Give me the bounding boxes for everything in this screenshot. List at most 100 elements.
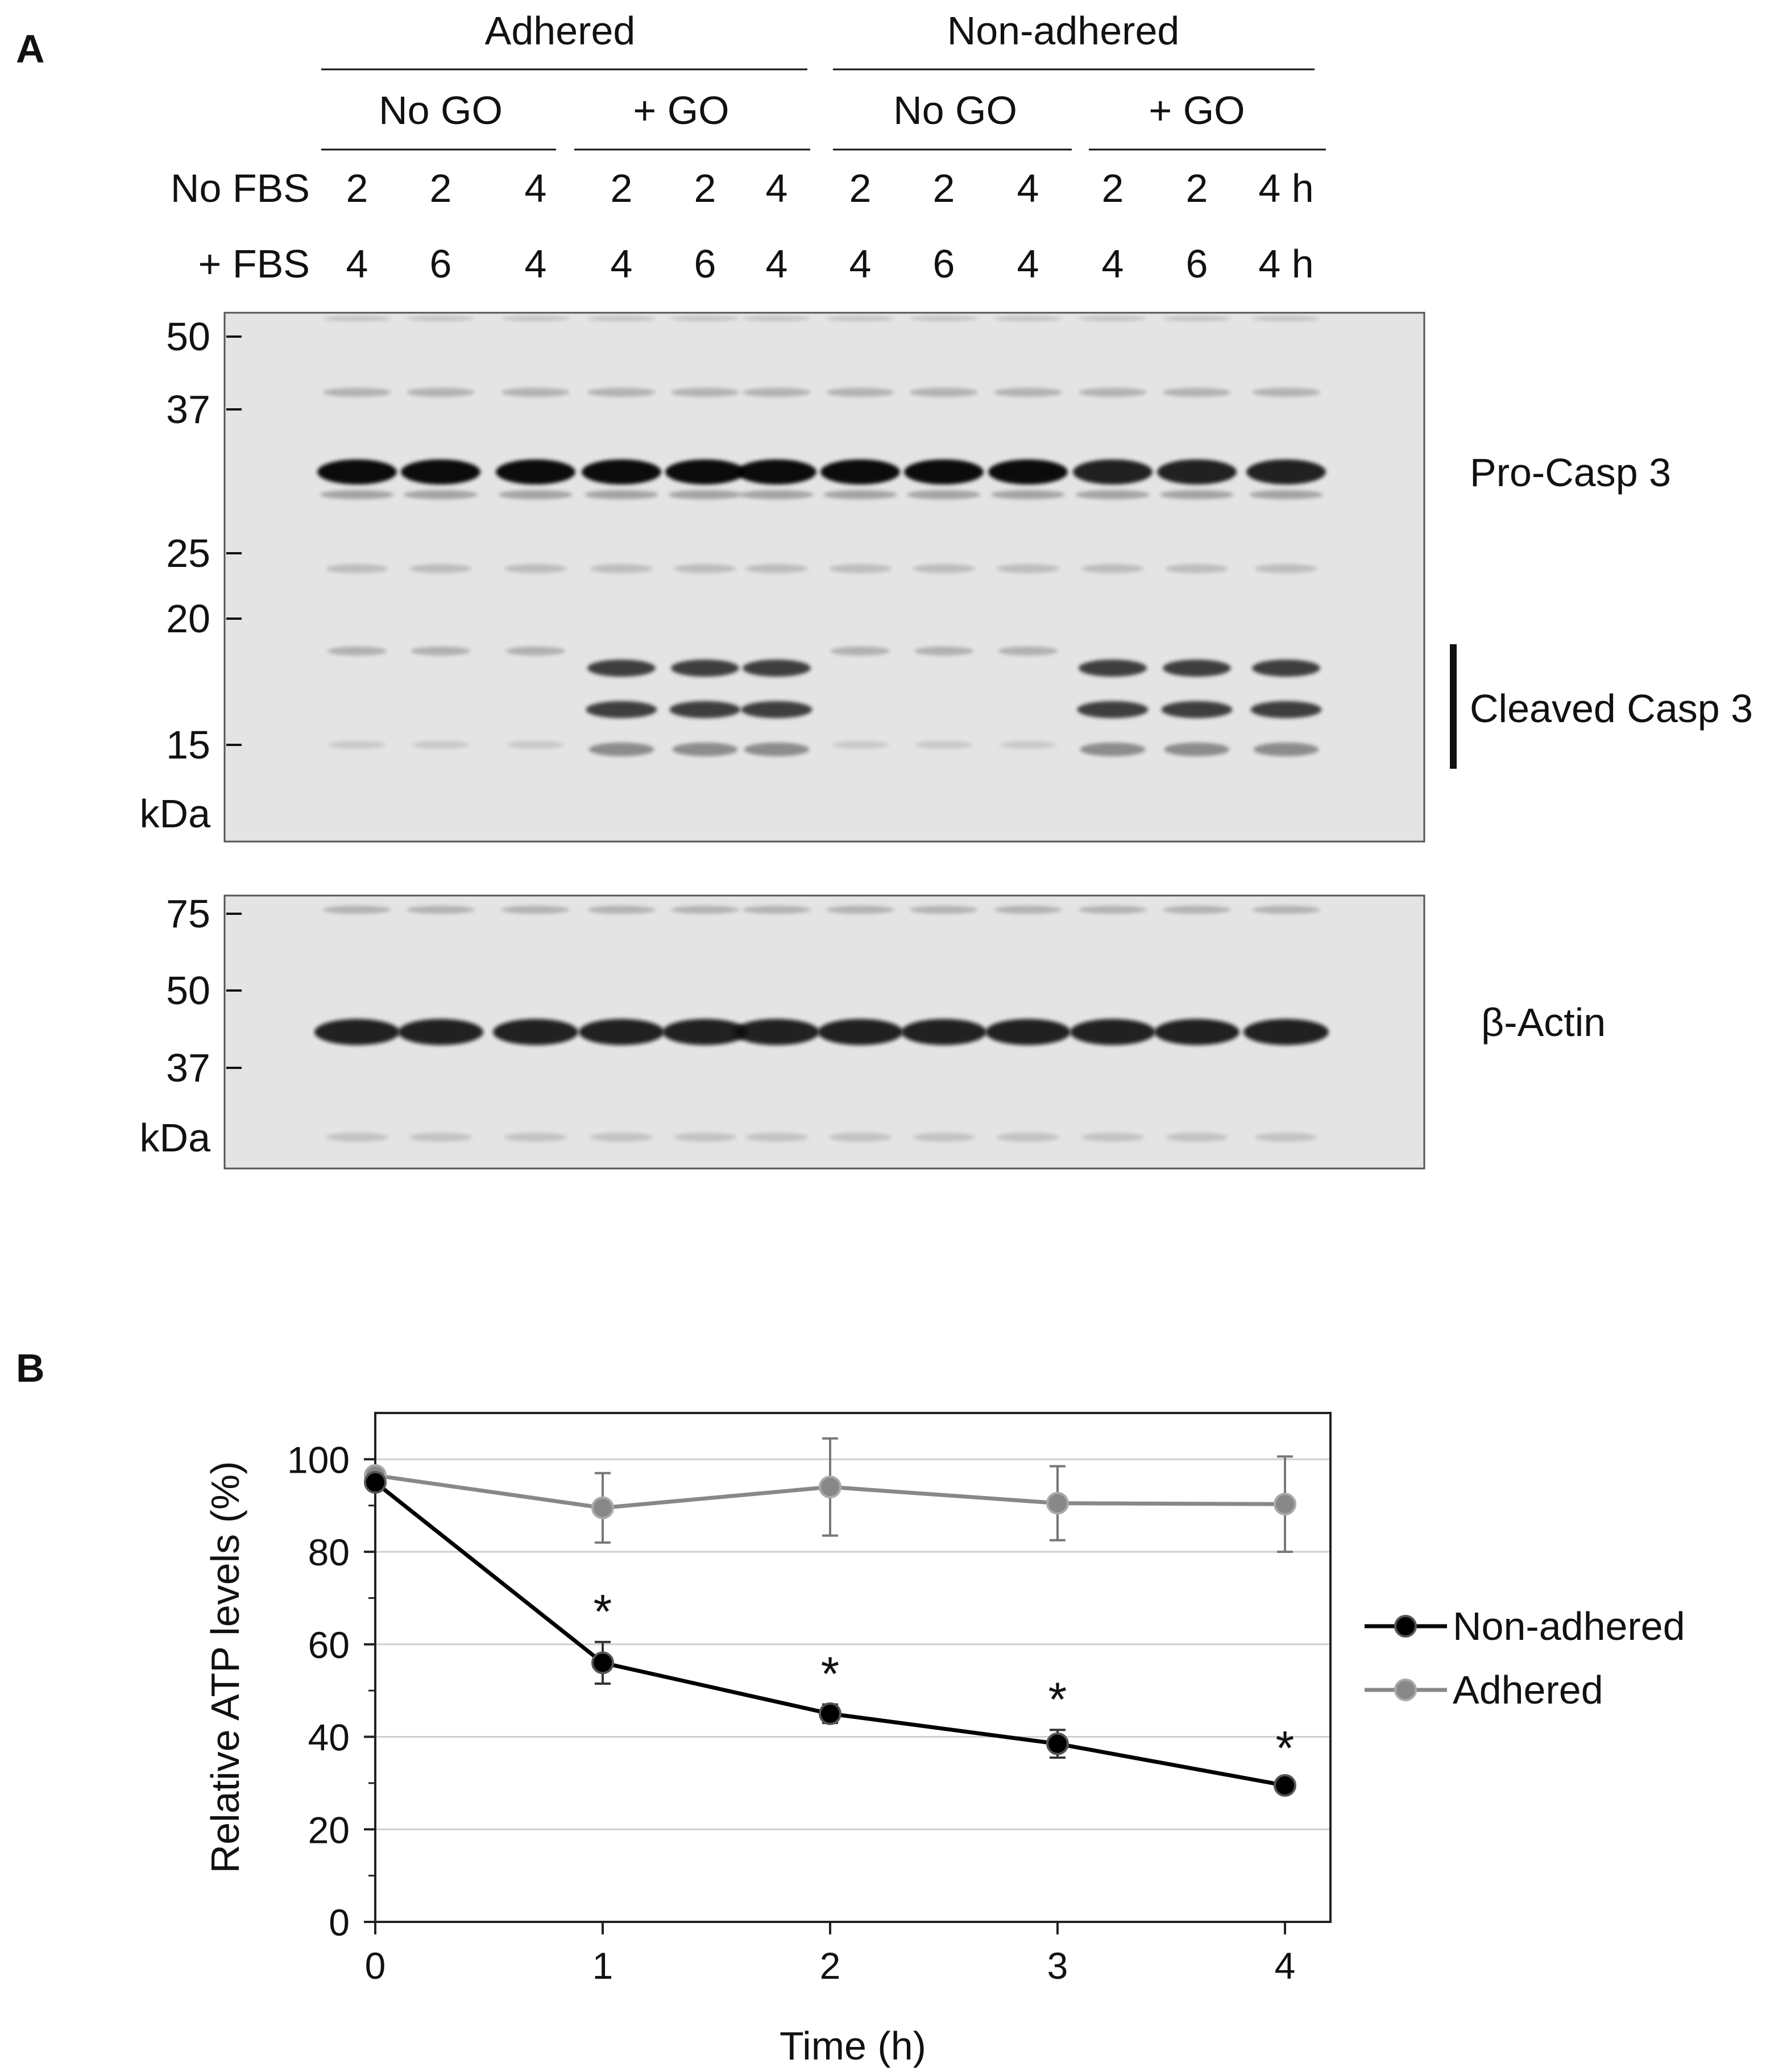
blot-band — [1250, 701, 1322, 718]
blot-band — [1252, 660, 1320, 677]
blot-band — [326, 1133, 388, 1142]
marker-label: 37 — [166, 1046, 210, 1090]
blot-band — [997, 564, 1059, 573]
blot-band — [668, 490, 742, 499]
blot-band — [504, 564, 567, 573]
blot-band — [1154, 1019, 1239, 1045]
blot-band — [743, 388, 811, 397]
x-tick-label: 4 — [1275, 1945, 1296, 1987]
blot-band — [665, 459, 745, 484]
blot-band — [323, 906, 391, 914]
blot-band — [1255, 564, 1317, 573]
lane-value: 2 — [933, 166, 955, 210]
blot-band — [1166, 564, 1228, 573]
blot-band — [1160, 490, 1234, 499]
atp-line-chart: 0 20 40 60 80 100 0 1 2 3 4 * * * * Time (h) Relative… — [203, 1412, 1685, 2068]
blot-band — [507, 741, 564, 749]
blot-band — [501, 388, 570, 397]
lane-value: 6 — [933, 242, 955, 286]
blot-band — [910, 388, 978, 397]
blot-band — [1243, 1019, 1329, 1045]
blot-band — [323, 316, 391, 321]
blot-band — [818, 1019, 903, 1045]
blot-band — [407, 906, 475, 914]
group-non-adhered: Non-adhered — [947, 9, 1180, 53]
blot-band — [327, 647, 387, 656]
blot-band — [674, 1133, 736, 1142]
blot-band — [1252, 316, 1320, 321]
blot-band — [1073, 459, 1152, 484]
blot-band — [1070, 1019, 1155, 1045]
blot-band — [409, 564, 472, 573]
marker-label: 50 — [166, 968, 210, 1013]
x-tick-label: 1 — [592, 1945, 613, 1987]
legend-label: Adhered — [1453, 1668, 1603, 1712]
blot-band — [745, 564, 808, 573]
top-group-headers: Adhered Non-adhered — [321, 9, 1315, 71]
marker-unit: kDa — [140, 791, 211, 836]
lane-value: 4 h — [1258, 242, 1313, 286]
lane-value: 4 — [611, 242, 633, 286]
blot-band — [671, 906, 739, 914]
blot-band — [587, 316, 656, 321]
blot-band — [587, 906, 656, 914]
blot-band — [820, 459, 900, 484]
data-point — [1274, 1493, 1296, 1516]
blot-band — [672, 743, 738, 756]
blot-band — [1081, 1133, 1144, 1142]
blot-band — [407, 388, 475, 397]
subgroup-2: + GO — [633, 88, 729, 132]
blot-band — [1080, 743, 1146, 756]
lane-values: 2 2 4 2 2 4 2 2 4 2 2 4 h 4 6 4 4 6 4 4 6 4 4 6 4 h — [346, 166, 1314, 286]
blot-band — [734, 1019, 819, 1045]
blot-band — [404, 490, 478, 499]
blot-band — [741, 701, 812, 718]
sub-group-headers: No GO + GO No GO + GO — [321, 88, 1326, 151]
blot-band — [674, 564, 736, 573]
blot-band — [505, 647, 566, 656]
blot-band — [985, 1019, 1071, 1045]
lane-value: 2 — [1102, 166, 1124, 210]
blot-band — [579, 1019, 664, 1045]
row-label-plus-fbs: + FBS — [198, 242, 310, 286]
blot-band — [588, 743, 654, 756]
blot-band — [587, 388, 656, 397]
significance-marker: * — [594, 1585, 612, 1638]
lane-value: 4 — [346, 242, 368, 286]
lane-value: 2 — [694, 166, 716, 210]
data-point — [819, 1702, 841, 1725]
legend-marker — [1394, 1679, 1417, 1701]
blot-band — [991, 490, 1065, 499]
data-point — [364, 1471, 387, 1494]
blot-band — [587, 660, 656, 677]
subgroup-3: No GO — [893, 88, 1017, 132]
blot-band — [743, 316, 811, 321]
lane-value: 2 — [346, 166, 368, 210]
blot-band — [1079, 906, 1147, 914]
data-point — [591, 1651, 614, 1675]
blot-band — [1079, 316, 1147, 321]
row-label-no-fbs: No FBS — [171, 166, 310, 210]
axis-ticks: 0 20 40 60 80 100 0 1 2 3 4 — [287, 1439, 1295, 1987]
blot-band — [830, 647, 890, 656]
blot-band — [1249, 490, 1323, 499]
data-point — [1274, 1773, 1296, 1797]
blot-band — [1164, 743, 1230, 756]
lane-value: 4 — [525, 166, 547, 210]
blot-band — [1255, 1133, 1317, 1142]
blot-band — [504, 1133, 567, 1142]
label-pro-casp3: Pro-Casp 3 — [1470, 450, 1671, 495]
blot-band — [669, 701, 741, 718]
legend-label: Non-adhered — [1453, 1604, 1685, 1648]
blot-band — [1076, 490, 1150, 499]
lane-value: 4 — [525, 242, 547, 286]
marker-label: 20 — [166, 596, 210, 641]
blot-band — [829, 564, 892, 573]
blot-band — [998, 647, 1058, 656]
grid-lines — [375, 1458, 1330, 1830]
lane-value: 2 — [611, 166, 633, 210]
y-axis-label: Relative ATP levels (%) — [203, 1461, 247, 1874]
panel-a-label: A — [16, 27, 45, 71]
blot-band — [910, 316, 978, 321]
data-point — [1046, 1732, 1069, 1755]
